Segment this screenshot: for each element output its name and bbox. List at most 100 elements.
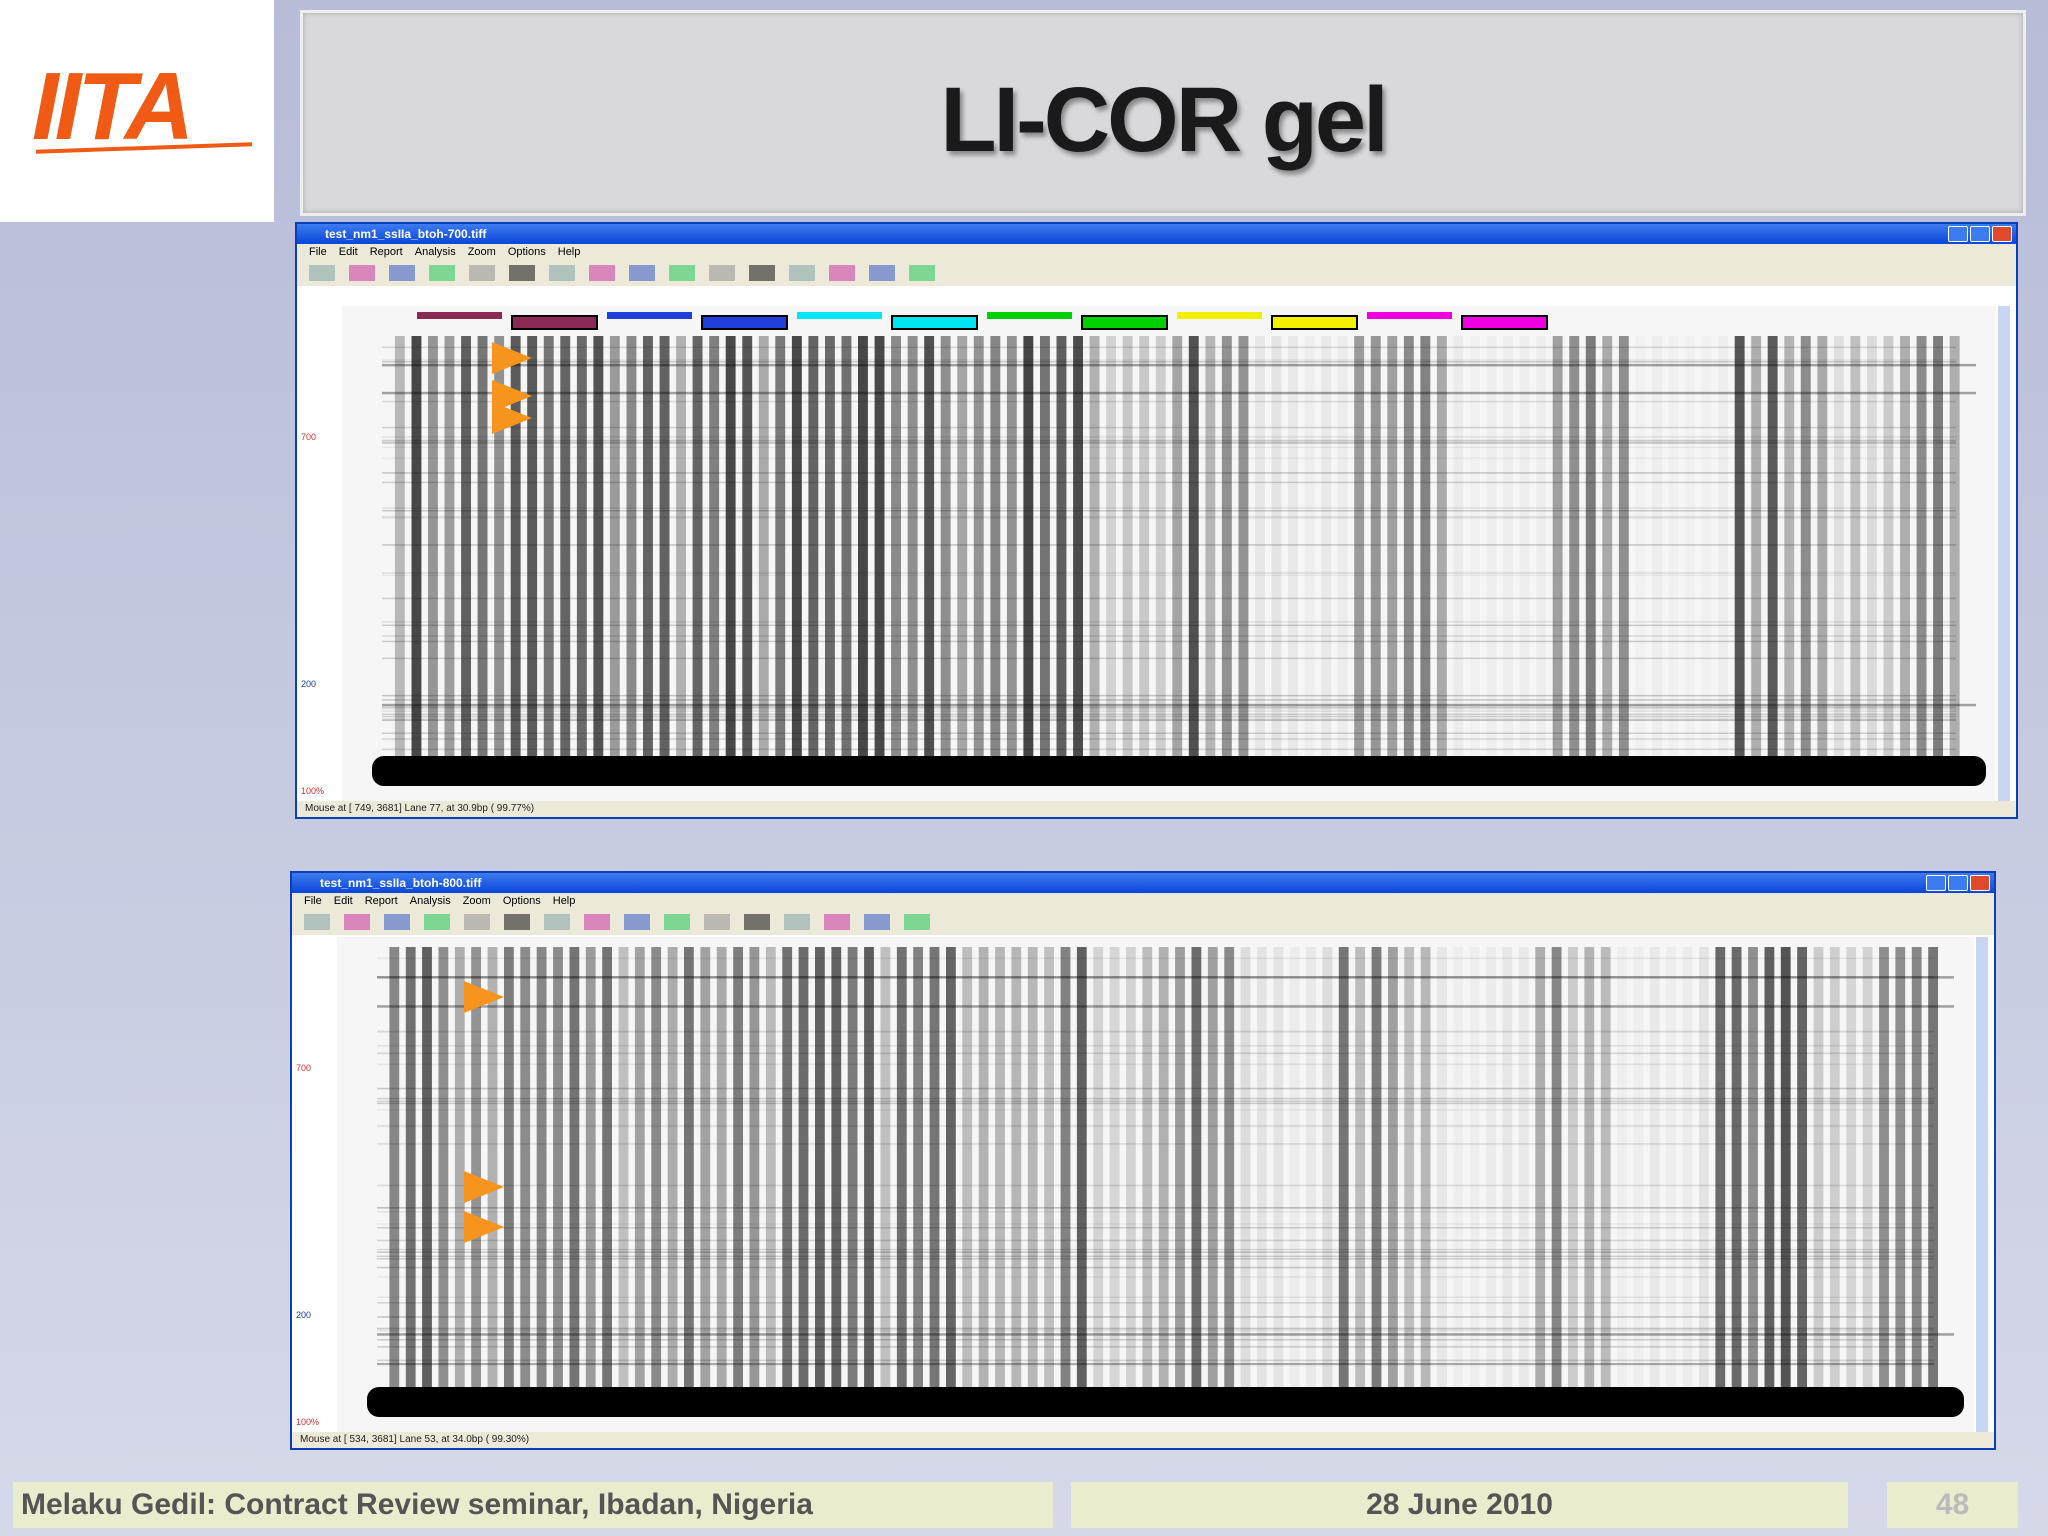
gel-lane bbox=[1569, 336, 1580, 781]
gel-lane bbox=[1949, 336, 1960, 781]
menu-item[interactable]: Options bbox=[507, 246, 546, 258]
window-button[interactable] bbox=[1970, 226, 1990, 242]
tool-button[interactable] bbox=[869, 265, 895, 281]
tool-button[interactable] bbox=[629, 265, 655, 281]
gel-lane bbox=[1288, 336, 1298, 781]
gel-band bbox=[382, 346, 1956, 349]
arrow-marker bbox=[492, 380, 532, 412]
tool-button[interactable] bbox=[664, 914, 690, 930]
menu-item[interactable]: Help bbox=[552, 895, 576, 907]
gel-lane bbox=[775, 336, 786, 781]
menu-item[interactable]: Options bbox=[502, 895, 541, 907]
tool-button[interactable] bbox=[704, 914, 730, 930]
tool-button[interactable] bbox=[584, 914, 610, 930]
gel-lane bbox=[1911, 947, 1922, 1412]
tool-button[interactable] bbox=[789, 265, 815, 281]
tool-button[interactable] bbox=[589, 265, 615, 281]
gel-lane bbox=[1322, 947, 1333, 1412]
tool-button[interactable] bbox=[824, 914, 850, 930]
tool-button[interactable] bbox=[904, 914, 930, 930]
menu-item[interactable]: Zoom bbox=[467, 246, 496, 258]
gel-lane bbox=[1502, 947, 1513, 1412]
window-button[interactable] bbox=[1926, 875, 1946, 891]
gel-lane bbox=[962, 947, 973, 1412]
axis-label: 100% bbox=[296, 1417, 319, 1427]
tool-button[interactable] bbox=[624, 914, 650, 930]
window[interactable]: test_nm1_ssIIa_btoh-700.tiff File Edit Repo… bbox=[295, 222, 2018, 819]
gel-lane bbox=[560, 336, 571, 781]
gel-lane bbox=[461, 336, 471, 781]
menu-item[interactable]: Report bbox=[364, 895, 398, 907]
window-button[interactable] bbox=[1948, 226, 1968, 242]
tool-button[interactable] bbox=[749, 265, 775, 281]
tool-button[interactable] bbox=[784, 914, 810, 930]
tool-button[interactable] bbox=[909, 265, 935, 281]
gel-band bbox=[377, 1239, 1934, 1242]
gel-lane bbox=[684, 947, 694, 1412]
toolbar bbox=[292, 909, 1994, 936]
gel-band bbox=[382, 748, 1956, 751]
gel-lane bbox=[1862, 947, 1873, 1412]
menu-item[interactable]: Edit bbox=[333, 895, 353, 907]
gel-band bbox=[382, 624, 1956, 627]
tool-button[interactable] bbox=[864, 914, 890, 930]
gel-band bbox=[377, 1251, 1934, 1253]
gel-band bbox=[377, 1227, 1934, 1229]
tool-button[interactable] bbox=[309, 265, 335, 281]
tool-button[interactable] bbox=[509, 265, 535, 281]
window-button[interactable] bbox=[1948, 875, 1968, 891]
gel-band bbox=[382, 640, 1956, 643]
gel-lane bbox=[411, 336, 422, 781]
gel-lane bbox=[1023, 336, 1034, 781]
gel-lane bbox=[1600, 947, 1611, 1412]
tool-button[interactable] bbox=[709, 265, 735, 281]
menu-item[interactable]: Analysis bbox=[409, 895, 451, 907]
tool-button[interactable] bbox=[469, 265, 495, 281]
gel-lane bbox=[1355, 947, 1365, 1412]
tool-button[interactable] bbox=[829, 265, 855, 281]
gel-band bbox=[377, 1124, 1934, 1127]
menu-item[interactable]: Analysis bbox=[414, 246, 456, 258]
menu-item[interactable]: Report bbox=[369, 246, 403, 258]
gel-band bbox=[382, 510, 1956, 512]
gel-lane bbox=[634, 947, 645, 1412]
menu-item[interactable]: File bbox=[309, 246, 327, 258]
menu-item[interactable]: Edit bbox=[338, 246, 358, 258]
gel-lane bbox=[1928, 947, 1938, 1412]
gel-band bbox=[377, 1031, 1934, 1033]
menu-item[interactable]: Zoom bbox=[462, 895, 491, 907]
tool-button[interactable] bbox=[344, 914, 370, 930]
tool-button[interactable] bbox=[464, 914, 490, 930]
tool-button[interactable] bbox=[349, 265, 375, 281]
tool-button[interactable] bbox=[549, 265, 575, 281]
gel-lane bbox=[841, 336, 852, 781]
gel-lane bbox=[808, 336, 819, 781]
gel-band bbox=[377, 1248, 1934, 1251]
tool-button[interactable] bbox=[304, 914, 330, 930]
window-button[interactable] bbox=[1992, 226, 2012, 242]
gel-lane bbox=[1155, 336, 1166, 781]
tool-button[interactable] bbox=[429, 265, 455, 281]
gel-lane bbox=[1453, 336, 1464, 781]
gel-band bbox=[382, 439, 1956, 442]
gel-lane bbox=[576, 336, 587, 781]
tool-button[interactable] bbox=[504, 914, 530, 930]
tool-button[interactable] bbox=[544, 914, 570, 930]
gel-lane bbox=[742, 336, 753, 781]
tool-button[interactable] bbox=[744, 914, 770, 930]
gel-lane bbox=[1813, 947, 1824, 1412]
tool-button[interactable] bbox=[424, 914, 450, 930]
gel-lane bbox=[1093, 947, 1104, 1412]
tool-button[interactable] bbox=[669, 265, 695, 281]
gel-lane bbox=[1207, 947, 1218, 1412]
menu-item[interactable]: File bbox=[304, 895, 322, 907]
menu-item[interactable]: Help bbox=[557, 246, 581, 258]
tool-button[interactable] bbox=[389, 265, 415, 281]
gel-lane bbox=[1602, 336, 1613, 781]
tool-button[interactable] bbox=[384, 914, 410, 930]
window[interactable]: test_nm1_ssIIa_btoh-800.tiff File Edit Repo… bbox=[290, 871, 1996, 1450]
lane-marker bbox=[417, 312, 502, 319]
gel-band bbox=[377, 1097, 1934, 1100]
window-button[interactable] bbox=[1970, 875, 1990, 891]
gel-band bbox=[382, 621, 1956, 623]
